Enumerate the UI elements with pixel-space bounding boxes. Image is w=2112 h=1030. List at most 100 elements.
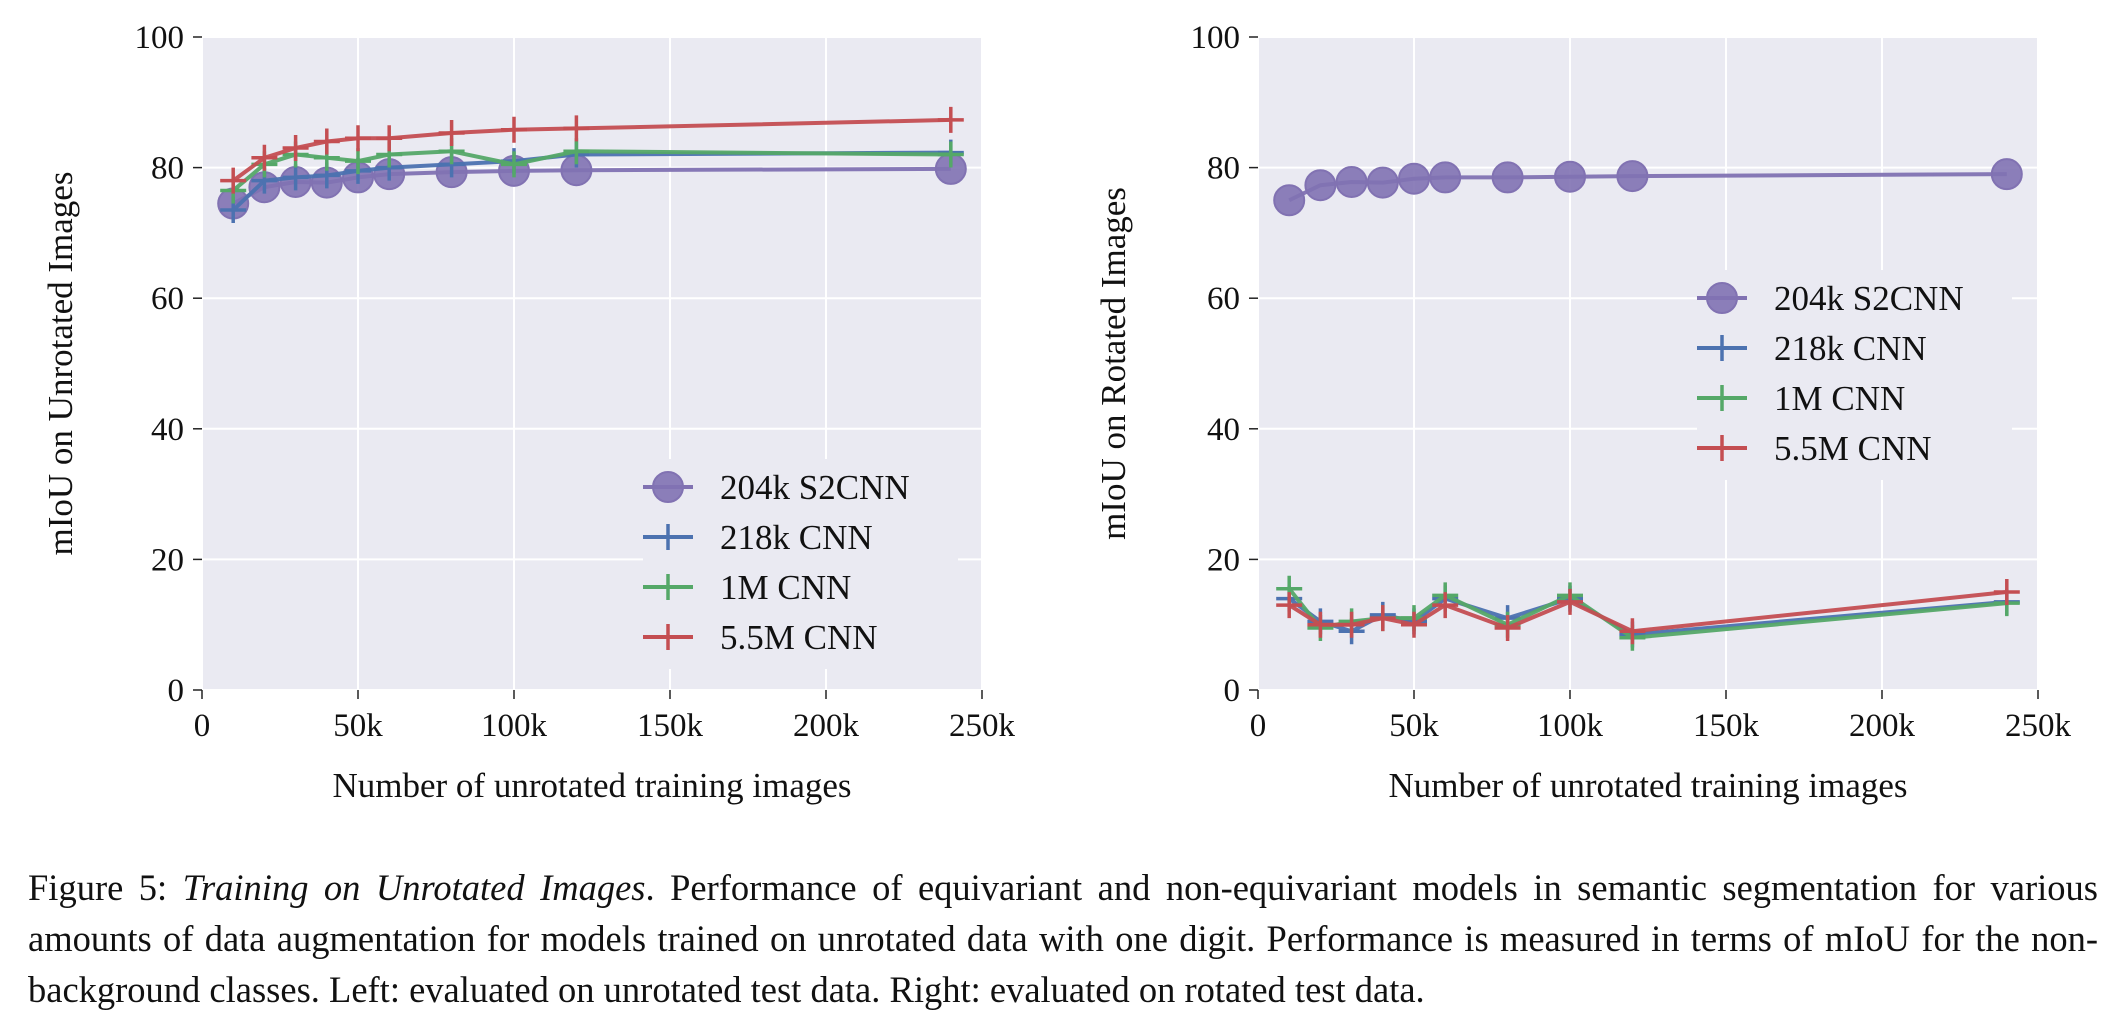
x-tick-label: 200k <box>793 708 860 744</box>
legend-label: 1M CNN <box>720 568 851 607</box>
x-tick-label: 150k <box>1693 708 1760 744</box>
x-tick-label: 50k <box>1389 708 1439 744</box>
y-tick-label: 20 <box>1207 542 1240 578</box>
data-point <box>1491 161 1524 194</box>
x-tick-label: 0 <box>1250 708 1267 744</box>
data-point <box>501 151 527 178</box>
legend-swatch-marker <box>1709 385 1735 411</box>
y-tick-label: 60 <box>1207 281 1240 317</box>
figure: 0 50k 100k 150k 200k 250k 0 20 40 60 80 100 Number o… <box>41 20 2072 805</box>
x-tick-label: 100k <box>481 708 548 744</box>
data-point <box>1366 166 1399 199</box>
legend-label: 218k CNN <box>1774 329 1927 368</box>
caption-title: Training on Unrotated Images <box>182 867 646 908</box>
y-tick-label: 20 <box>151 542 184 578</box>
legend-item: 5.5M CNN <box>643 618 878 657</box>
series-line <box>231 149 951 192</box>
legend: 204k S2CNN 218k CNN 1M CNN 5.5M CNN <box>643 459 958 669</box>
legend-item: 1M CNN <box>643 568 851 607</box>
chart-panel-2: 0 50k 100k 150k 200k 250k 0 20 40 60 80 100 Number o… <box>1094 20 2072 805</box>
caption-body: . Performance of equivariant and non-equ… <box>28 867 2098 1010</box>
caption-prefix: Figure 5: <box>28 867 183 908</box>
x-tick-label: 200k <box>1849 708 1916 744</box>
y-axis-label: mIoU on Rotated Images <box>1094 187 1133 540</box>
legend-item: 1M CNN <box>1697 379 1905 418</box>
series-line <box>1288 590 2008 634</box>
data-point <box>1304 169 1337 202</box>
data-point <box>1276 592 1303 619</box>
y-tick-label: 100 <box>1191 20 1241 56</box>
legend-label: 5.5M CNN <box>1774 429 1932 468</box>
data-point <box>282 135 309 162</box>
y-tick-label: 80 <box>151 151 184 187</box>
data-point <box>1993 579 2020 606</box>
data-point <box>501 116 527 143</box>
x-axis-label: Number of unrotated training images <box>1388 766 1907 805</box>
x-tick-label: 250k <box>949 708 1016 744</box>
legend-item: 218k CNN <box>1697 329 1927 368</box>
data-point <box>937 106 964 133</box>
data-point <box>563 138 590 165</box>
y-tick-label: 80 <box>1207 151 1240 187</box>
data-point <box>220 167 247 194</box>
data-point <box>1557 588 1583 615</box>
data-point <box>1273 184 1306 217</box>
legend-swatch-marker <box>655 574 681 600</box>
legend-label: 5.5M CNN <box>720 618 878 657</box>
legend-label: 1M CNN <box>1774 379 1905 418</box>
data-point <box>345 148 371 175</box>
data-point <box>1619 618 1646 645</box>
legend-item: 204k S2CNN <box>1697 279 1964 318</box>
x-tick-label: 250k <box>2005 708 2072 744</box>
legend-label: 218k CNN <box>720 518 873 557</box>
y-tick-label: 40 <box>151 412 184 448</box>
data-point <box>1429 161 1462 194</box>
legend-swatch-marker <box>652 471 684 503</box>
x-tick-label: 0 <box>194 708 211 744</box>
data-point <box>937 141 964 168</box>
y-axis-label: mIoU on Unrotated Images <box>41 172 80 556</box>
series-5.5m-cnn <box>1276 579 2020 645</box>
series-5.5m-cnn <box>220 106 964 194</box>
legend-item: 204k S2CNN <box>643 468 910 507</box>
y-tick-label: 0 <box>1224 673 1241 709</box>
legend-label: 204k S2CNN <box>720 468 910 507</box>
figure-caption: Figure 5: Training on Unrotated Images. … <box>28 862 2098 1015</box>
x-tick-label: 150k <box>637 708 704 744</box>
data-point <box>345 125 371 152</box>
data-point <box>282 164 309 191</box>
data-point <box>1307 611 1334 638</box>
data-point <box>438 119 465 146</box>
legend-box <box>1697 270 2012 480</box>
legend-item: 218k CNN <box>643 518 873 557</box>
data-point <box>1432 592 1459 619</box>
y-tick-label: 0 <box>168 673 185 709</box>
x-tick-label: 50k <box>333 708 383 744</box>
data-point <box>563 115 590 142</box>
data-point <box>1398 162 1430 195</box>
y-tick-label: 100 <box>135 20 185 56</box>
data-point <box>1335 165 1368 198</box>
y-tick-label: 40 <box>1207 412 1240 448</box>
data-point <box>1990 158 2023 191</box>
series-204k-s2cnn <box>1273 158 2023 217</box>
data-point <box>1338 611 1365 638</box>
data-point <box>1616 160 1649 193</box>
data-point <box>1401 611 1427 638</box>
series-line <box>232 117 951 183</box>
legend-item: 5.5M CNN <box>1697 429 1932 468</box>
legend: 204k S2CNN 218k CNN 1M CNN 5.5M CNN <box>1697 270 2012 480</box>
legend-swatch-marker <box>1709 435 1735 461</box>
data-point <box>1494 614 1521 641</box>
chart-panel-1: 0 50k 100k 150k 200k 250k 0 20 40 60 80 100 Number o… <box>41 20 1016 805</box>
x-tick-label: 100k <box>1537 708 1604 744</box>
legend-swatch-marker <box>1709 335 1735 361</box>
data-point <box>1369 605 1396 632</box>
data-point <box>251 144 278 171</box>
legend-box <box>643 459 958 669</box>
legend-label: 204k S2CNN <box>1774 279 1964 318</box>
legend-swatch-marker <box>655 624 681 650</box>
data-point <box>376 125 403 152</box>
legend-swatch-marker <box>1706 282 1738 314</box>
x-axis-label: Number of unrotated training images <box>332 766 851 805</box>
